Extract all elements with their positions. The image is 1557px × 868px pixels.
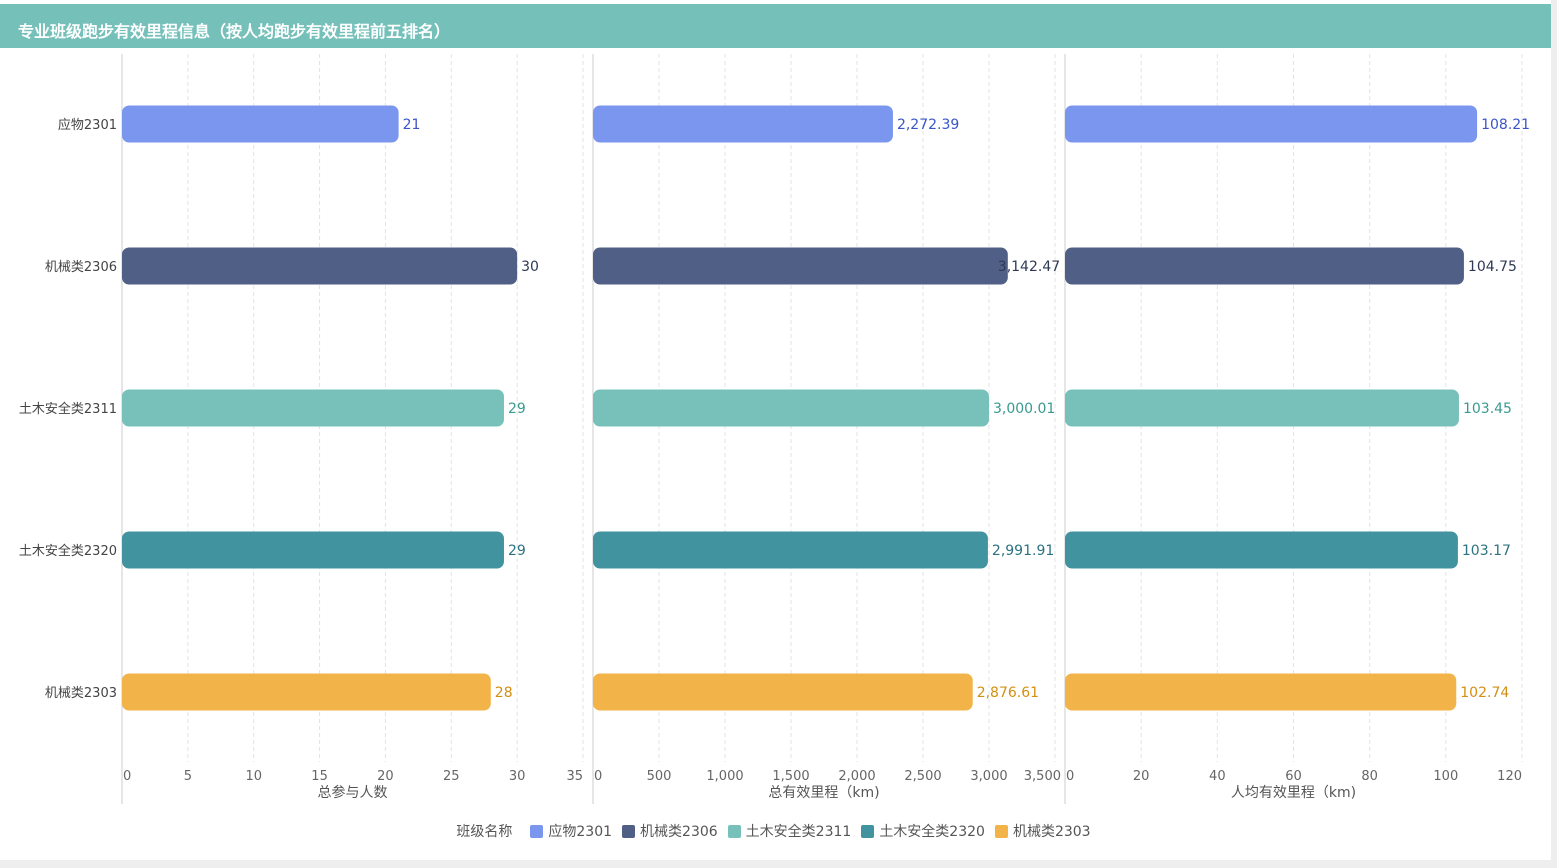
bar <box>1065 673 1457 711</box>
legend-label: 应物2301 <box>548 824 613 840</box>
x-tick-label: 20 <box>377 769 394 784</box>
legend-item[interactable]: 土木安全类2320 <box>861 821 985 841</box>
x-tick-label: 2,500 <box>904 769 941 784</box>
bar <box>593 247 1008 285</box>
bar <box>593 673 973 711</box>
data-label: 2,991.91 <box>992 543 1054 559</box>
bar <box>122 531 504 569</box>
legend-item[interactable]: 机械类2303 <box>994 821 1091 841</box>
y-tick-label: 土木安全类2320 <box>19 543 117 559</box>
legend-label: 土木安全类2311 <box>745 824 852 840</box>
bar <box>1065 105 1478 143</box>
data-label: 29 <box>508 401 526 417</box>
legend-swatch <box>530 824 544 838</box>
data-label: 3,000.01 <box>993 401 1055 417</box>
x-tick-label: 3,500 <box>1024 769 1061 784</box>
bar <box>593 105 893 143</box>
x-tick-label: 10 <box>245 769 262 784</box>
legend-swatch <box>994 824 1008 838</box>
x-tick-label: 500 <box>647 769 672 784</box>
x-tick-label: 3,000 <box>970 769 1007 784</box>
x-tick-label: 0 <box>1066 769 1074 784</box>
legend-label: 机械类2303 <box>1012 824 1091 840</box>
x-tick-label: 25 <box>443 769 460 784</box>
x-axis-title: 人均有效里程（km) <box>1231 785 1356 801</box>
x-tick-label: 1,500 <box>772 769 809 784</box>
x-tick-label: 0 <box>123 769 131 784</box>
data-label: 103.17 <box>1462 543 1511 559</box>
bar <box>122 247 518 285</box>
bar <box>122 105 399 143</box>
y-tick-label: 应物2301 <box>58 117 117 133</box>
x-tick-label: 60 <box>1285 769 1302 784</box>
data-label: 21 <box>403 117 421 133</box>
legend-swatch <box>622 824 636 838</box>
x-tick-label: 100 <box>1433 769 1458 784</box>
data-label: 2,876.61 <box>977 685 1039 701</box>
data-label: 28 <box>495 685 513 701</box>
legend-item[interactable]: 机械类2306 <box>622 821 718 841</box>
x-tick-label: 30 <box>509 769 526 784</box>
x-tick-label: 5 <box>184 769 192 784</box>
title-bar: 专业班级跑步有效里程信息（按人均跑步有效里程前五排名） <box>0 4 1551 48</box>
y-tick-label: 土木安全类2311 <box>19 401 117 417</box>
data-label: 3,142.47 <box>998 259 1060 275</box>
legend-swatch <box>727 824 741 838</box>
legend-swatch <box>861 824 875 838</box>
data-label: 108.21 <box>1481 117 1530 133</box>
chart-title: 专业班级跑步有效里程信息（按人均跑步有效里程前五排名） <box>18 22 451 41</box>
x-tick-label: 80 <box>1361 769 1378 784</box>
bar <box>122 389 504 427</box>
bar <box>122 673 491 711</box>
x-axis-title: 总有效里程（km) <box>768 785 879 801</box>
data-label: 103.45 <box>1463 401 1512 417</box>
data-label: 104.75 <box>1468 259 1517 275</box>
bar <box>593 531 988 569</box>
x-tick-label: 20 <box>1133 769 1150 784</box>
data-label: 29 <box>508 543 526 559</box>
legend-label: 土木安全类2320 <box>879 824 985 840</box>
legend: 班级名称 应物2301 机械类2306 土木安全类2311 土木安全类2320 … <box>0 820 1557 842</box>
bar <box>1065 247 1464 285</box>
legend-label: 机械类2306 <box>640 824 718 840</box>
legend-item[interactable]: 土木安全类2311 <box>727 821 852 841</box>
bar <box>1065 389 1459 427</box>
y-tick-label: 机械类2303 <box>45 686 117 701</box>
x-tick-label: 15 <box>311 769 328 784</box>
data-label: 102.74 <box>1460 685 1509 701</box>
x-tick-label: 120 <box>1497 769 1522 784</box>
x-tick-label: 40 <box>1209 769 1226 784</box>
bar <box>593 389 990 427</box>
x-tick-label: 35 <box>566 769 583 784</box>
x-axis-title: 总参与人数 <box>318 784 388 801</box>
x-tick-label: 2,000 <box>838 769 875 784</box>
legend-item[interactable]: 应物2301 <box>530 821 612 841</box>
bar <box>1065 531 1458 569</box>
data-label: 2,272.39 <box>897 117 959 133</box>
x-tick-label: 0 <box>594 769 602 784</box>
x-tick-label: 1,000 <box>706 769 743 784</box>
data-label: 30 <box>521 259 539 275</box>
legend-title: 班级名称 <box>456 824 513 840</box>
y-tick-label: 机械类2306 <box>45 260 117 275</box>
